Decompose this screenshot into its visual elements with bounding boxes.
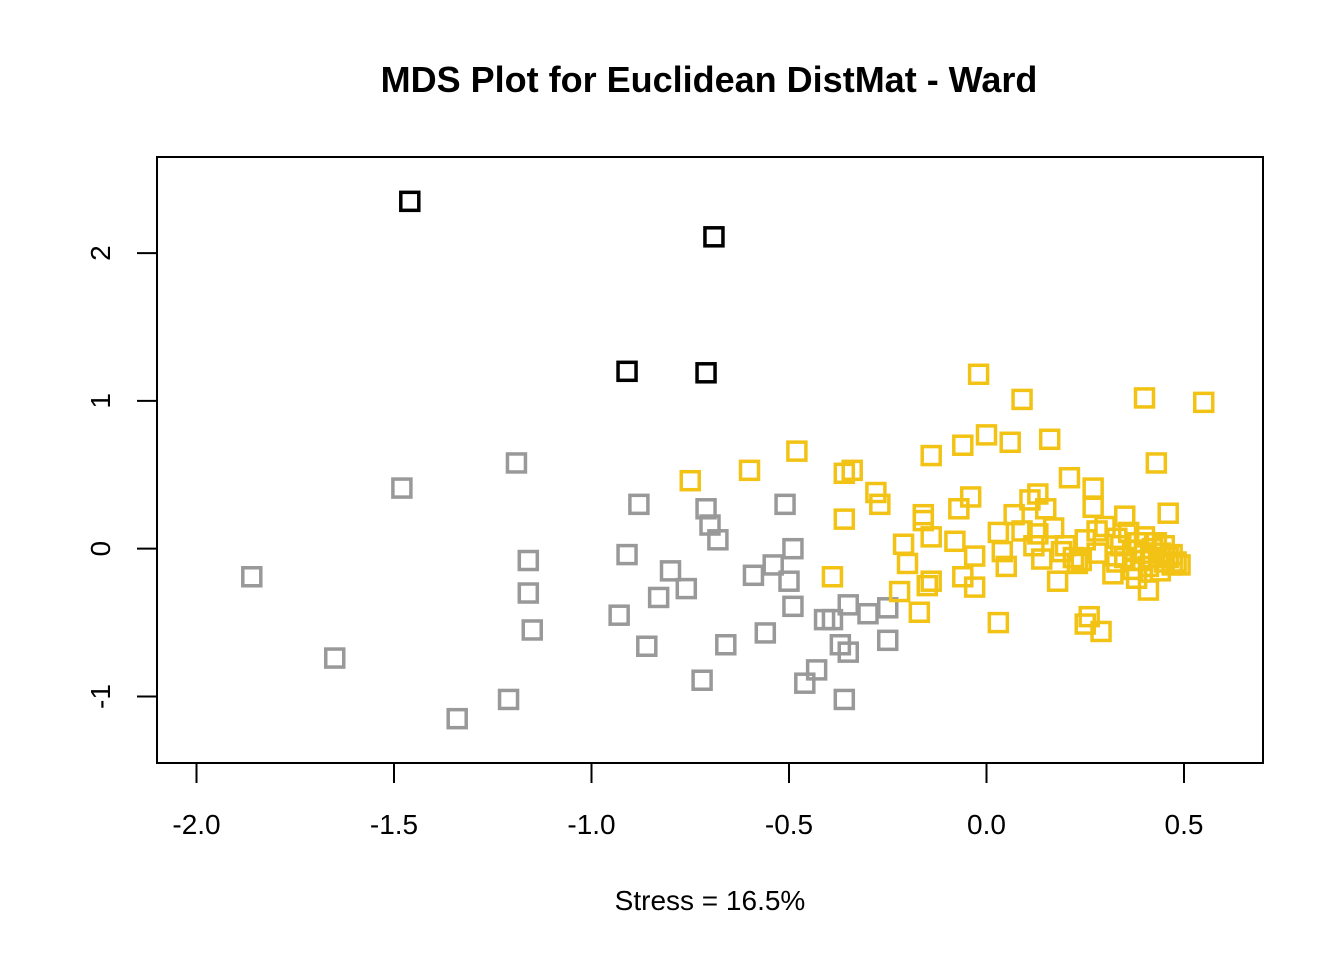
y-tick-label: 1: [85, 393, 116, 409]
data-point-series-2: [833, 688, 856, 711]
data-point-series-3: [1157, 502, 1179, 524]
data-point-series-3: [679, 469, 701, 492]
data-point-series-2: [324, 647, 346, 669]
x-tick-label: 0.0: [967, 809, 1006, 840]
data-point-series-3: [1038, 428, 1061, 451]
data-point-series-3: [869, 493, 891, 516]
data-point-series-2: [774, 493, 796, 516]
data-point-series-2: [805, 659, 828, 681]
chart-title: MDS Plot for Euclidean DistMat - Ward: [381, 59, 1038, 100]
data-point-series-3: [1011, 520, 1033, 542]
x-tick-label: -1.0: [567, 809, 615, 840]
data-point-series-3: [1042, 517, 1065, 539]
data-point-series-2: [821, 608, 844, 631]
data-point-series-3: [865, 481, 887, 504]
data-point-series-1: [399, 190, 421, 213]
data-point-series-3: [1078, 605, 1100, 628]
data-point-series-3: [967, 363, 990, 386]
data-point-series-2: [691, 669, 713, 691]
data-point-series-3: [916, 574, 938, 597]
data-point-series-2: [608, 604, 630, 626]
data-point-series-2: [616, 543, 638, 566]
data-point-series-2: [497, 688, 520, 711]
data-point-series-2: [659, 560, 682, 582]
data-point-series-2: [517, 582, 540, 604]
data-point-series-3: [944, 530, 966, 553]
y-tick-label: -1: [85, 684, 116, 709]
data-point-series-2: [794, 672, 816, 694]
data-point-series-3: [896, 552, 919, 575]
data-point-series-3: [952, 434, 974, 456]
data-point-series-2: [778, 570, 800, 592]
data-point-series-2: [505, 452, 528, 474]
data-point-series-3: [833, 508, 856, 530]
data-point-series-2: [754, 622, 777, 644]
data-point-series-3: [1137, 579, 1160, 601]
data-point-series-2: [707, 529, 729, 551]
x-tick-label: 0.5: [1165, 809, 1204, 840]
data-point-series-3: [1133, 387, 1156, 409]
data-point-series-2: [241, 566, 263, 588]
data-point-series-3: [821, 566, 844, 588]
data-point-series-2: [628, 493, 650, 516]
data-point-series-3: [920, 526, 942, 548]
data-point-series-3: [1090, 620, 1112, 643]
data-point-series-2: [782, 537, 804, 560]
data-point-series-2: [446, 707, 468, 730]
data-point-series-3: [1165, 551, 1187, 573]
data-point-series-3: [1082, 477, 1104, 499]
data-point-series-3: [1058, 466, 1081, 489]
data-point-series-3: [1169, 554, 1191, 576]
data-point-series-3: [948, 498, 970, 520]
y-axis: -1 0 1 2: [85, 245, 158, 709]
x-tick-label: -2.0: [172, 809, 220, 840]
data-point-series-3: [888, 580, 911, 603]
data-point-series-3: [987, 611, 1010, 634]
data-point-series-3: [920, 444, 942, 467]
data-point-series-2: [391, 477, 413, 499]
y-tick-label: 2: [85, 245, 116, 261]
data-point-series-3: [975, 424, 998, 446]
x-axis: -2.0 -1.5 -1.0 -0.5 0.0 0.5: [172, 762, 1204, 840]
data-point-series-2: [782, 595, 804, 618]
data-point-series-3: [912, 503, 935, 526]
data-point-series-1: [695, 362, 717, 384]
data-point-series-2: [675, 577, 698, 600]
data-point-series-2: [647, 586, 670, 609]
data-point-series-3: [1027, 523, 1049, 545]
data-point-series-3: [1145, 452, 1168, 474]
data-point-series-3: [786, 440, 808, 462]
data-point-series-3: [959, 486, 982, 508]
data-point-series-2: [877, 629, 899, 652]
data-point-series-3: [963, 545, 986, 567]
data-point-series-2: [762, 554, 784, 576]
data-point-series-3: [1193, 391, 1215, 414]
data-point-series-3: [908, 601, 931, 623]
data-point-series-3: [991, 540, 1014, 563]
data-point-series-2: [837, 641, 859, 663]
data-point-series-3: [738, 459, 761, 482]
data-point-series-3: [963, 576, 986, 598]
y-tick-label: 0: [85, 541, 116, 557]
data-point-series-2: [636, 635, 658, 657]
x-tick-label: -0.5: [765, 809, 813, 840]
data-point-series-3: [995, 555, 1017, 578]
data-point-series-2: [715, 634, 737, 656]
data-point-series-3: [1011, 388, 1033, 411]
x-tick-label: -1.5: [370, 809, 418, 840]
data-points: [241, 190, 1215, 730]
data-point-series-1: [616, 360, 638, 383]
data-point-series-3: [1046, 570, 1069, 592]
data-point-series-3: [841, 459, 863, 482]
data-point-series-2: [517, 549, 540, 572]
data-point-series-1: [703, 226, 725, 248]
x-axis-label: Stress = 16.5%: [615, 885, 806, 916]
data-point-series-3: [999, 431, 1021, 454]
data-point-series-2: [521, 619, 543, 641]
data-point-series-2: [877, 597, 899, 619]
data-point-series-3: [920, 570, 942, 592]
